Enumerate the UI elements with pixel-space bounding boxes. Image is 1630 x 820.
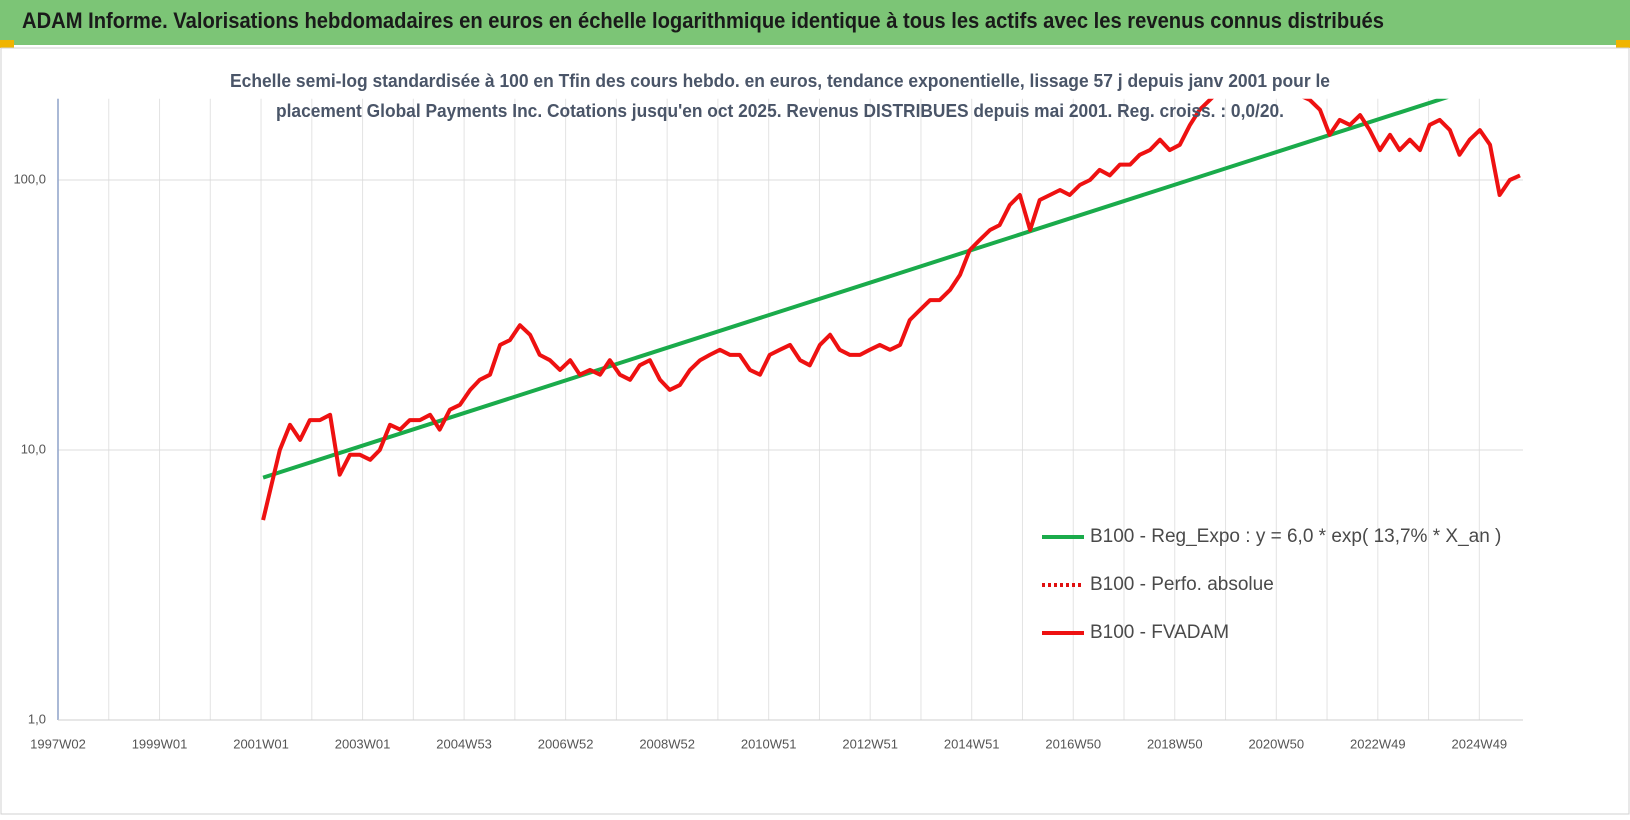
x-tick-label: 2020W50 (1248, 736, 1304, 751)
x-tick-label: 1999W01 (132, 736, 188, 751)
y-tick-label: 1,0 (28, 711, 46, 726)
chart-frame (0, 47, 1630, 815)
x-tick-label: 2004W53 (436, 736, 492, 751)
x-tick-label: 2016W50 (1045, 736, 1101, 751)
x-tick-label: 2006W52 (538, 736, 594, 751)
chart-subtitle: Echelle semi-log standardisée à 100 en T… (230, 71, 1330, 91)
x-tick-label: 2024W49 (1452, 736, 1508, 751)
x-tick-label: 2014W51 (944, 736, 1000, 751)
x-tick-label: 2008W52 (639, 736, 695, 751)
legend-label: B100 - Reg_Expo : y = 6,0 * exp( 13,7% *… (1090, 526, 1501, 547)
x-tick-label: 2022W49 (1350, 736, 1406, 751)
x-tick-label: 2001W01 (233, 736, 289, 751)
y-tick-label: 10,0 (21, 441, 46, 456)
chart-title: ADAM Informe. Valorisations hebdomadaire… (22, 8, 1384, 33)
corner-mark (0, 40, 14, 48)
series-line (262, 98, 1449, 480)
legend-label: B100 - FVADAM (1090, 622, 1229, 643)
legend: B100 - Reg_Expo : y = 6,0 * exp( 13,7% *… (1042, 526, 1501, 643)
x-tick-label: 2018W50 (1147, 736, 1203, 751)
title-bar (0, 0, 1630, 45)
x-tick-label: 1997W02 (30, 736, 86, 751)
x-tick-label: 2003W01 (335, 736, 391, 751)
series-line (261, 98, 1521, 521)
x-tick-label: 2010W51 (741, 736, 797, 751)
corner-mark (1616, 40, 1630, 48)
y-tick-label: 100,0 (13, 171, 46, 186)
plot-area: 1997W02 1999W01 2001W01 2003W01 2004W53 2006W… (13, 98, 1523, 751)
x-tick-label: 2012W51 (842, 736, 898, 751)
legend-label: B100 - Perfo. absolue (1090, 574, 1274, 595)
chart-subtitle: placement Global Payments Inc. Cotations… (276, 101, 1284, 121)
